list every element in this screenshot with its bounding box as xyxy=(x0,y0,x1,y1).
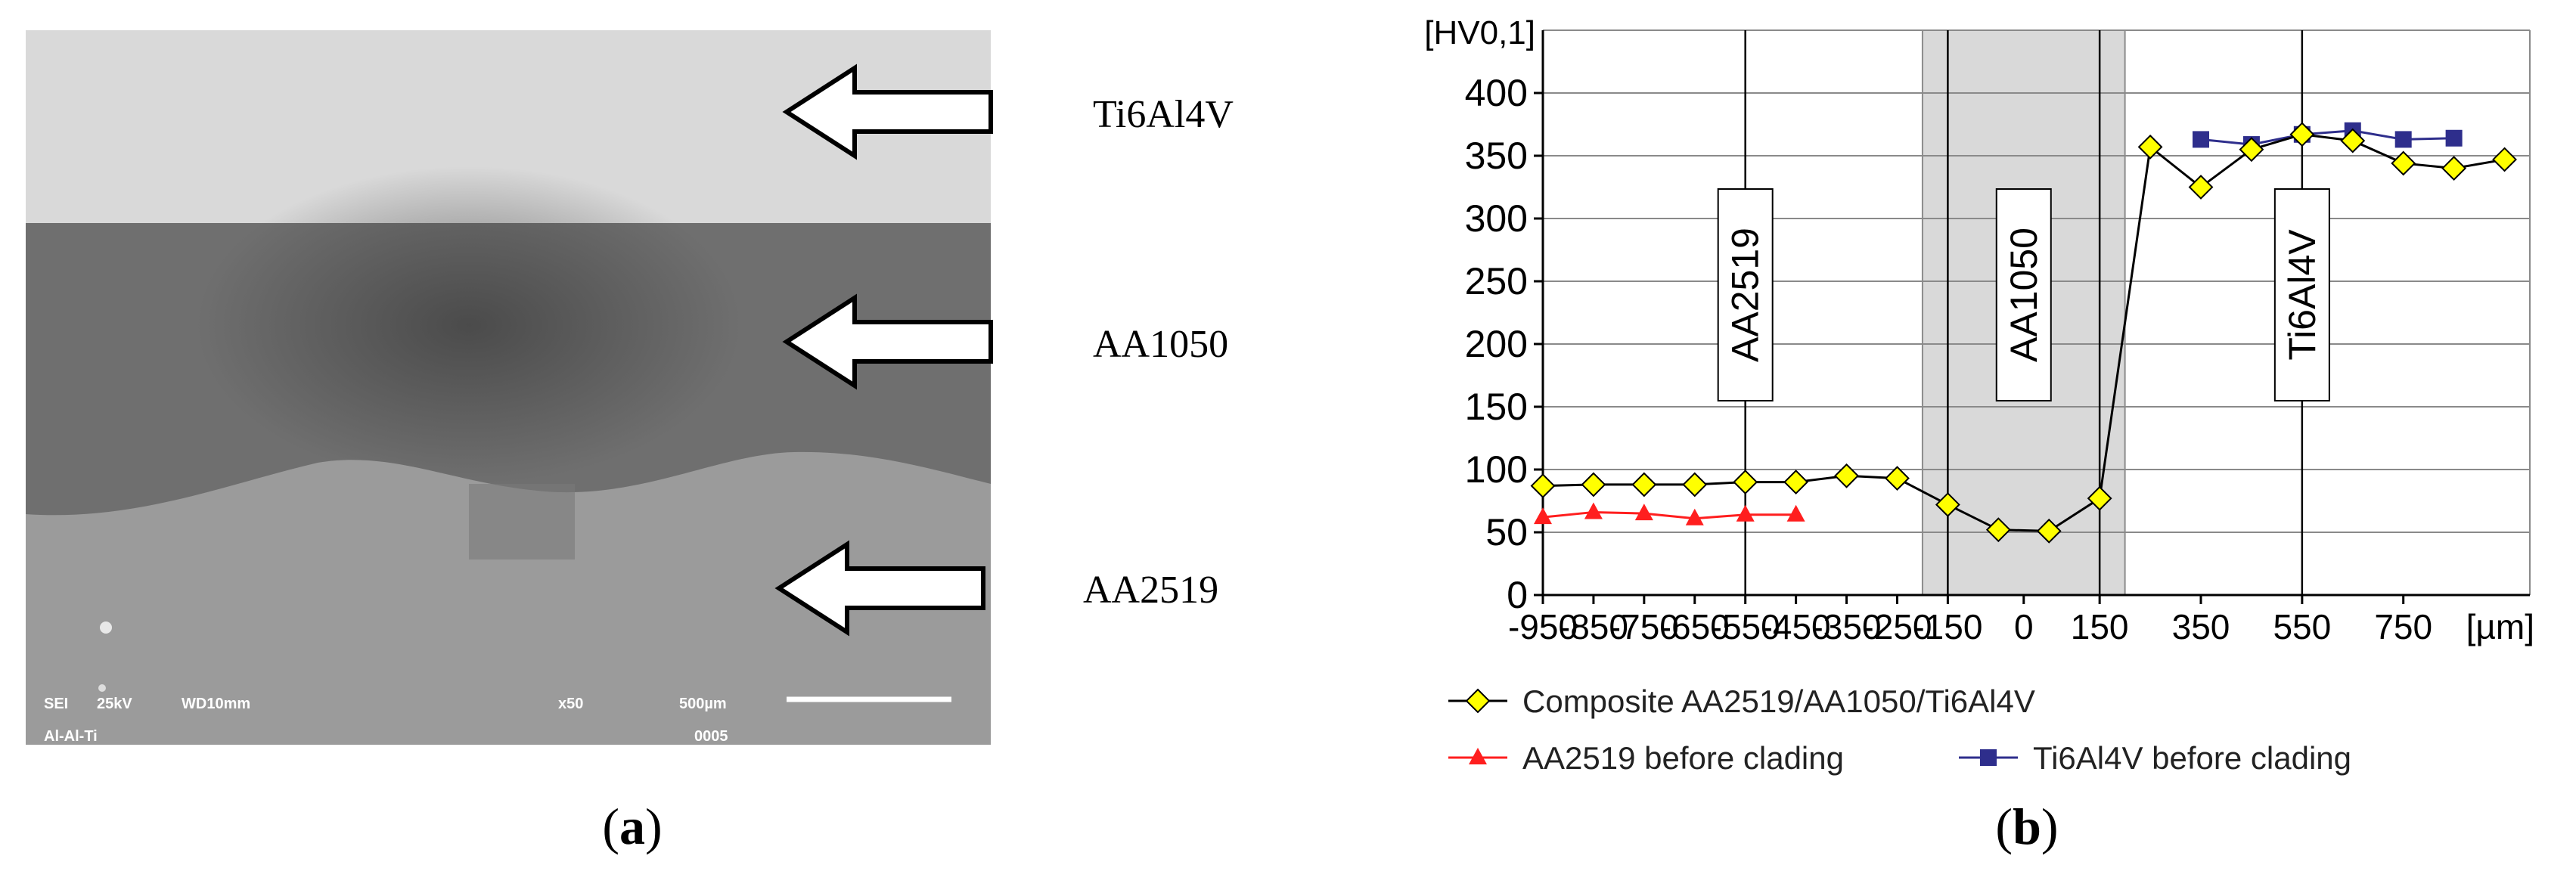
data-point-ti6al4v-before-clading xyxy=(2445,129,2463,147)
data-point-ti6al4v-before-clading xyxy=(2394,131,2412,148)
dark-region xyxy=(197,166,741,484)
x-tick-label: -650 xyxy=(1660,607,1730,646)
aa2519-layer xyxy=(26,451,991,745)
data-point-aa2519-before-clading xyxy=(1685,508,1704,525)
zone-label: AA1050 xyxy=(2003,228,2045,362)
y-tick-label: 350 xyxy=(1465,135,1528,177)
sem-image: SEI 25kV WD10mm x50 500µm Al-Al-Ti 0005 xyxy=(26,30,991,745)
y-tick-label: 250 xyxy=(1465,260,1528,302)
series-line-ti6al4v-before-clading xyxy=(2200,129,2454,146)
sem-info-number: 0005 xyxy=(694,728,728,745)
sem-info-sei: SEI xyxy=(44,696,68,712)
particle xyxy=(100,621,112,634)
y-tick-label: 0 xyxy=(1507,574,1528,616)
y-tick-label: 100 xyxy=(1465,448,1528,491)
label-aa1050: AA1050 xyxy=(1093,323,1228,366)
caption-a: (a) xyxy=(602,798,662,855)
data-point-composite-aa2519-aa1050-ti6al4v xyxy=(2036,518,2062,544)
sem-info-sample: Al-Al-Ti xyxy=(44,728,98,745)
data-point-ti6al4v-before-clading xyxy=(2242,136,2260,153)
y-tick-label: 200 xyxy=(1465,323,1528,365)
data-point-composite-aa2519-aa1050-ti6al4v xyxy=(2137,134,2163,160)
data-point-aa2519-before-clading xyxy=(1534,507,1552,525)
series-line-composite-aa2519-aa1050-ti6al4v xyxy=(1542,133,2505,532)
data-point-composite-aa2519-aa1050-ti6al4v xyxy=(2289,122,2315,147)
x-tick-label: 350 xyxy=(2172,607,2230,646)
zone-label-box xyxy=(1717,188,1774,401)
y-tick-label: 300 xyxy=(1465,197,1528,240)
zone-label-box xyxy=(2273,188,2330,401)
sem-info-wd: WD10mm xyxy=(182,696,250,712)
data-point-aa2519-before-clading xyxy=(1584,502,1603,519)
shaded-region-aa1050 xyxy=(1921,29,2126,596)
data-point-composite-aa2519-aa1050-ti6al4v xyxy=(2188,175,2214,200)
data-point-ti6al4v-before-clading xyxy=(2193,131,2209,148)
legend-label: Composite AA2519/AA1050/Ti6Al4V xyxy=(1522,683,2035,719)
data-point-composite-aa2519-aa1050-ti6al4v xyxy=(1682,472,1708,497)
x-tick-label: -950 xyxy=(1508,607,1578,646)
data-point-ti6al4v-before-clading xyxy=(2344,122,2361,139)
x-tick-label: 550 xyxy=(2273,607,2331,646)
data-point-composite-aa2519-aa1050-ti6al4v xyxy=(2492,147,2517,172)
legend-label: Ti6Al4V before clading xyxy=(2033,740,2351,776)
interface-patch xyxy=(469,484,575,559)
zone-label-box xyxy=(1995,188,2052,401)
series-line-aa2519-before-clading xyxy=(1542,510,1796,520)
x-tick-label: -850 xyxy=(1559,607,1628,646)
label-aa2519: AA2519 xyxy=(1083,569,1218,612)
legend-marker xyxy=(1980,749,1997,766)
data-point-composite-aa2519-aa1050-ti6al4v xyxy=(2087,485,2112,511)
data-point-composite-aa2519-aa1050-ti6al4v xyxy=(2340,128,2366,153)
x-tick-label: -350 xyxy=(1811,607,1881,646)
caption-b: (b) xyxy=(1995,798,2058,855)
particle xyxy=(98,684,106,692)
label-ti6al4v: Ti6Al4V xyxy=(1093,93,1234,136)
y-axis-label: [HV0,1] xyxy=(1424,14,1535,51)
data-point-composite-aa2519-aa1050-ti6al4v xyxy=(1530,473,1556,498)
data-point-composite-aa2519-aa1050-ti6al4v xyxy=(2391,150,2416,176)
data-point-aa2519-before-clading xyxy=(1786,504,1805,522)
data-point-aa2519-before-clading xyxy=(1736,504,1755,522)
legend-marker xyxy=(1465,688,1491,714)
zone-label: Ti6Al4V xyxy=(2281,229,2323,361)
zone-label: AA2519 xyxy=(1724,228,1767,362)
y-tick-label: 400 xyxy=(1465,72,1528,114)
sem-info-kv: 25kV xyxy=(97,696,132,712)
x-tick-label: 750 xyxy=(2374,607,2432,646)
data-point-composite-aa2519-aa1050-ti6al4v xyxy=(1581,472,1606,497)
data-point-composite-aa2519-aa1050-ti6al4v xyxy=(1733,470,1758,495)
x-axis-label: [µm] xyxy=(2466,607,2534,646)
sem-micrograph-panel: SEI 25kV WD10mm x50 500µm Al-Al-Ti 0005 … xyxy=(26,30,1234,855)
data-point-composite-aa2519-aa1050-ti6al4v xyxy=(1985,517,2011,543)
sem-info-scale: 500µm xyxy=(679,696,727,712)
x-tick-label: -550 xyxy=(1711,607,1780,646)
data-point-composite-aa2519-aa1050-ti6al4v xyxy=(1885,466,1910,491)
data-point-composite-aa2519-aa1050-ti6al4v xyxy=(2441,156,2467,181)
data-point-composite-aa2519-aa1050-ti6al4v xyxy=(1935,492,1960,517)
data-point-composite-aa2519-aa1050-ti6al4v xyxy=(1834,463,1859,488)
legend-label: AA2519 before clading xyxy=(1522,740,1844,776)
x-tick-label: -750 xyxy=(1609,607,1679,646)
x-tick-label: -150 xyxy=(1913,607,1982,646)
x-tick-label: 150 xyxy=(2071,607,2129,646)
legend-marker xyxy=(1469,748,1487,764)
data-point-composite-aa2519-aa1050-ti6al4v xyxy=(2239,137,2264,163)
y-tick-label: 50 xyxy=(1485,511,1528,553)
data-point-ti6al4v-before-clading xyxy=(2293,126,2311,143)
y-tick-label: 150 xyxy=(1465,386,1528,428)
data-point-aa2519-before-clading xyxy=(1634,504,1653,521)
sem-info-mag: x50 xyxy=(558,696,583,712)
data-point-composite-aa2519-aa1050-ti6al4v xyxy=(1783,470,1809,495)
x-tick-label: -450 xyxy=(1761,607,1831,646)
chart-plot: 050100150200250300350400[HV0,1]-950-850-… xyxy=(1424,14,2534,776)
data-point-composite-aa2519-aa1050-ti6al4v xyxy=(1631,472,1657,497)
x-tick-label: 0 xyxy=(2014,607,2034,646)
x-tick-label: -250 xyxy=(1862,607,1932,646)
